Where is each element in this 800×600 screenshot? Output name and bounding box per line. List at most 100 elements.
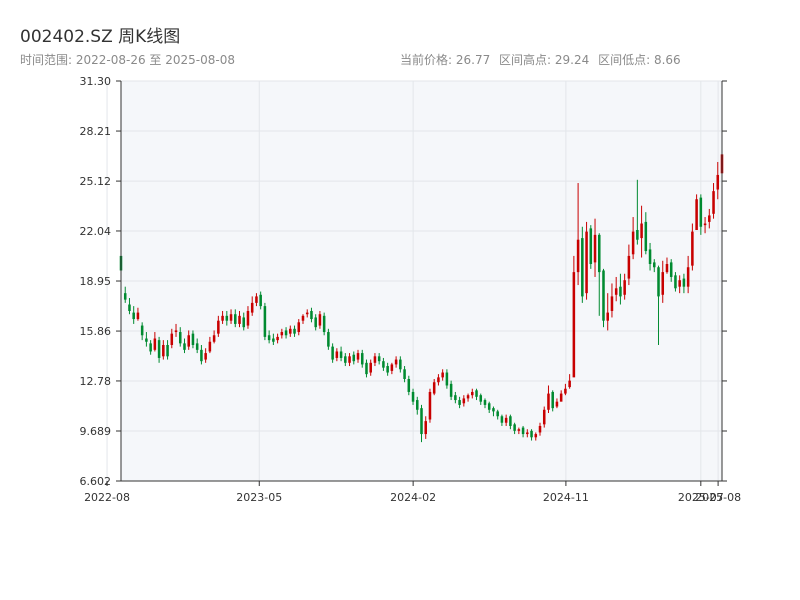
candle xyxy=(318,310,322,329)
candle-body xyxy=(191,333,195,345)
candle xyxy=(665,257,669,274)
candle-body xyxy=(551,391,554,409)
candle xyxy=(496,409,499,420)
candle-body xyxy=(610,296,614,311)
candle-body xyxy=(174,330,178,333)
price-stats: 当前价格: 26.77 区间高点: 29.24 区间低点: 8.66 xyxy=(400,51,686,68)
candle xyxy=(479,393,483,405)
candle-body xyxy=(280,332,284,336)
candle-body xyxy=(568,380,571,388)
candle-body xyxy=(212,335,216,342)
candle xyxy=(530,429,533,441)
candle-body xyxy=(653,262,656,268)
candle-body xyxy=(449,383,453,397)
candle-body xyxy=(293,328,296,334)
candle-body xyxy=(255,296,258,303)
date-range-text: 时间范围: 2022-08-26 至 2025-08-08 xyxy=(20,53,235,67)
candle xyxy=(170,328,174,349)
candle-body xyxy=(195,343,199,350)
candle xyxy=(377,353,381,365)
x-tick-label: 2025-07 xyxy=(678,491,724,504)
candle xyxy=(695,194,698,230)
candle xyxy=(428,388,432,423)
candle xyxy=(234,309,237,328)
candle xyxy=(708,208,711,229)
candle-body xyxy=(547,393,550,410)
candle xyxy=(255,293,258,307)
candle xyxy=(682,273,686,294)
candle-body xyxy=(432,382,436,394)
candle-body xyxy=(399,359,402,370)
candle xyxy=(344,353,347,367)
candle-body xyxy=(344,356,347,363)
candle-body xyxy=(140,325,144,336)
candle xyxy=(699,194,703,235)
candle xyxy=(517,427,521,435)
candle xyxy=(420,404,423,443)
candle-body xyxy=(403,369,406,379)
candle-body xyxy=(424,421,428,435)
candle-body xyxy=(665,264,669,273)
candle-body xyxy=(369,362,372,373)
candle-body xyxy=(377,356,381,362)
candle-body xyxy=(462,398,466,404)
candle xyxy=(441,369,444,381)
candle-body xyxy=(166,344,169,357)
candle-body xyxy=(310,310,313,320)
candle-body xyxy=(682,278,686,287)
candle xyxy=(191,330,195,349)
candle-body xyxy=(686,267,690,287)
candle-body xyxy=(178,332,182,344)
candle-body xyxy=(250,302,254,313)
candle-body xyxy=(572,272,576,378)
candle xyxy=(551,390,554,412)
candle-body xyxy=(661,272,665,295)
candle xyxy=(183,338,186,354)
candle-body xyxy=(475,390,478,397)
candle-body xyxy=(627,255,631,279)
candle xyxy=(555,398,559,409)
candle xyxy=(399,356,402,373)
candle-body xyxy=(585,231,588,294)
candle xyxy=(390,362,394,375)
candle xyxy=(572,255,576,378)
candle xyxy=(686,255,690,294)
candle-body xyxy=(708,215,711,222)
candle-body xyxy=(420,408,423,435)
candle xyxy=(454,391,457,404)
candle-body xyxy=(555,401,559,407)
candle-body xyxy=(149,343,152,352)
candle-body xyxy=(356,353,360,360)
candle xyxy=(564,383,567,396)
candle-body xyxy=(703,223,707,226)
candle xyxy=(314,314,317,331)
candle xyxy=(691,223,694,271)
candle-body xyxy=(314,317,317,328)
candle-body xyxy=(500,416,504,423)
candle xyxy=(504,414,508,426)
candle xyxy=(382,357,385,371)
candle xyxy=(538,422,542,436)
candle xyxy=(327,328,330,350)
candle xyxy=(631,217,635,260)
candle-body xyxy=(631,231,635,255)
candle-body xyxy=(183,343,186,350)
candle xyxy=(238,310,241,328)
candle-body xyxy=(504,417,508,423)
candle-body xyxy=(559,393,563,402)
candle-body xyxy=(458,400,461,405)
candle xyxy=(322,312,326,336)
candle-body xyxy=(221,315,224,321)
candle-body xyxy=(669,262,673,277)
candle xyxy=(581,226,584,303)
candle-body xyxy=(360,353,364,365)
candle xyxy=(267,330,271,344)
candle xyxy=(589,225,593,269)
x-tick-label: 2023-05 xyxy=(236,491,282,504)
y-tick-label: 6.602 xyxy=(80,475,112,488)
y-tick-label: 9.689 xyxy=(80,425,112,438)
candle-body xyxy=(644,221,648,252)
candle-body xyxy=(534,434,538,438)
candle xyxy=(132,306,135,324)
candle xyxy=(284,327,288,339)
